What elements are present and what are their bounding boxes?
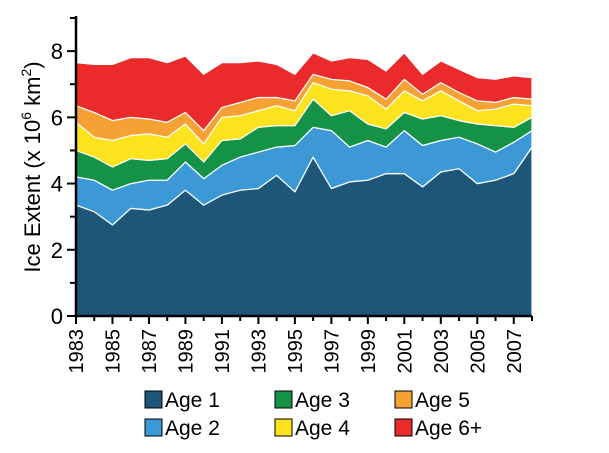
y-tick-label: 2 xyxy=(51,238,63,263)
legend-swatch-age-1 xyxy=(144,390,163,409)
legend-swatch-age-5 xyxy=(394,390,413,409)
area-series-age-6- xyxy=(75,52,533,132)
x-tick-labels: 1983 1985 1987 1989 1991 1993 1995 1997 1999 2001… xyxy=(66,329,526,374)
y-axis-label: Ice Extent (x 106 km2) xyxy=(18,61,45,272)
legend-label-age-4: Age 4 xyxy=(295,417,350,440)
x-tick-label: 2003 xyxy=(431,329,453,374)
x-tick-label: 1999 xyxy=(358,329,380,374)
y-tick-label: 8 xyxy=(51,39,63,64)
legend-label-age-1: Age 1 xyxy=(165,389,220,412)
legend-label-age-3: Age 3 xyxy=(295,389,350,412)
y-tick-labels: 0 2 4 6 8 xyxy=(51,39,63,329)
x-tick-label: 1997 xyxy=(321,329,343,374)
legend-swatch-age-4 xyxy=(274,418,293,437)
legend-swatch-age-2 xyxy=(144,418,163,437)
y-tick-label: 0 xyxy=(51,304,63,329)
legend-label-age-5: Age 5 xyxy=(415,389,470,412)
x-tick-label: 1983 xyxy=(66,329,88,374)
legend: Age 1 Age 3 Age 5 Age 2 Age 4 Age 6+ xyxy=(144,389,482,440)
x-tick-label: 1989 xyxy=(175,329,197,374)
legend-label-age-6-: Age 6+ xyxy=(415,417,482,440)
x-tick-label: 1995 xyxy=(285,329,307,374)
y-tick-label: 4 xyxy=(51,172,63,197)
x-tick-label: 1991 xyxy=(212,329,234,374)
x-tick-label: 1985 xyxy=(102,329,124,374)
legend-swatch-age-3 xyxy=(274,390,293,409)
x-tick-label: 1987 xyxy=(139,329,161,374)
legend-swatch-age-6- xyxy=(394,418,413,437)
x-tick-label: 1993 xyxy=(248,329,270,374)
x-tick-label: 2001 xyxy=(394,329,416,374)
x-tick-label: 2005 xyxy=(467,329,489,374)
x-tick-label: 2007 xyxy=(504,329,526,374)
axes xyxy=(67,16,533,324)
y-tick-label: 6 xyxy=(51,105,63,130)
legend-label-age-2: Age 2 xyxy=(165,417,220,440)
area-layers xyxy=(75,52,533,317)
